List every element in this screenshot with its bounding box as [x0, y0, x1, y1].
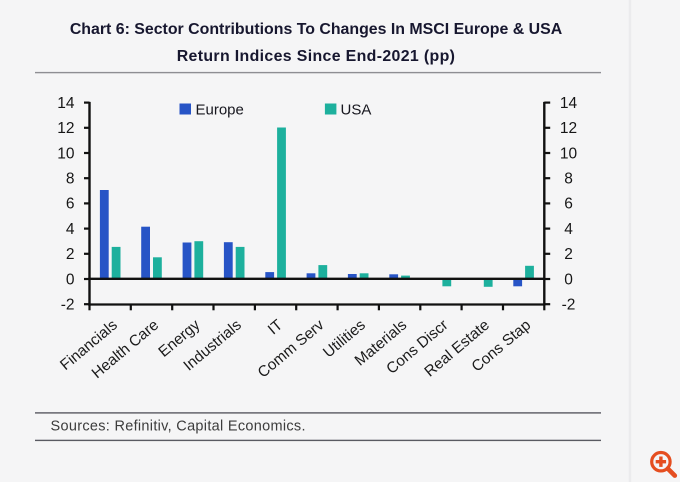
svg-text:2: 2 — [66, 246, 75, 263]
svg-text:0: 0 — [66, 271, 75, 288]
svg-text:6: 6 — [564, 196, 573, 213]
svg-text:10: 10 — [57, 145, 75, 162]
svg-text:2: 2 — [564, 246, 573, 263]
svg-text:12: 12 — [560, 120, 577, 137]
svg-text:Return Indices Since End-2021: Return Indices Since End-2021 (pp) — [177, 48, 456, 65]
svg-text:USA: USA — [341, 102, 372, 119]
svg-text:8: 8 — [66, 171, 75, 188]
svg-text:0: 0 — [564, 271, 573, 288]
svg-text:14: 14 — [560, 95, 578, 112]
svg-text:4: 4 — [66, 221, 75, 238]
svg-text:-2: -2 — [61, 297, 75, 314]
svg-text:6: 6 — [66, 196, 75, 213]
svg-text:8: 8 — [564, 171, 573, 188]
svg-text:10: 10 — [560, 145, 578, 162]
svg-text:-2: -2 — [562, 297, 576, 314]
svg-text:Chart 6: Sector Contributions: Chart 6: Sector Contributions To Changes… — [70, 21, 563, 38]
svg-text:Sources: Refinitiv, Capital Ec: Sources: Refinitiv, Capital Economics. — [51, 419, 306, 435]
svg-text:4: 4 — [564, 221, 573, 238]
svg-text:12: 12 — [57, 120, 74, 137]
svg-text:14: 14 — [57, 95, 75, 112]
svg-text:Europe: Europe — [196, 102, 244, 119]
